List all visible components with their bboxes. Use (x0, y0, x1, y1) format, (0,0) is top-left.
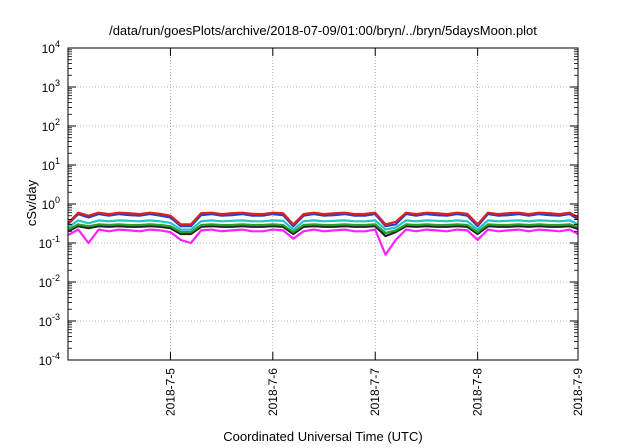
x-axis-title: Coordinated Universal Time (UTC) (223, 429, 422, 444)
x-tick-label: 2018-7-7 (368, 368, 382, 416)
x-tick-label: 2018-7-5 (163, 368, 177, 416)
y-tick-label: 103 (42, 78, 60, 95)
series-line-1 (67, 211, 579, 226)
y-tick-label: 101 (42, 156, 60, 173)
series-line-5 (67, 225, 579, 238)
y-tick-label: 100 (42, 195, 60, 212)
y-axis-title: cSv/day (24, 179, 39, 226)
y-axis: 10-4 10-3 10-2 10-1 100 101 102 103 104 (39, 39, 60, 368)
y-tick-label: 10-1 (39, 234, 60, 251)
y-tick-label: 10-4 (39, 351, 60, 368)
x-tick-label: 2018-7-9 (571, 368, 585, 416)
y-tick-label: 104 (42, 39, 60, 56)
y-tick-label: 10-3 (39, 312, 60, 329)
x-axis: 2018-7-5 2018-7-6 2018-7-7 2018-7-8 2018-7-9 (163, 368, 585, 416)
series-line-6 (67, 228, 579, 256)
series-line-2 (67, 213, 579, 228)
y-tick-label: 102 (42, 117, 60, 134)
x-tick-label: 2018-7-6 (266, 368, 280, 416)
y-tick-label: 10-2 (39, 273, 60, 290)
chart-title: /data/run/goesPlots/archive/2018-07-09/0… (109, 23, 537, 38)
series-line-3 (67, 219, 579, 231)
grid (68, 48, 579, 360)
series-layer (67, 211, 579, 256)
x-tick-label: 2018-7-8 (471, 368, 485, 416)
axis-ticks (68, 47, 579, 361)
series-line-4 (67, 223, 579, 235)
